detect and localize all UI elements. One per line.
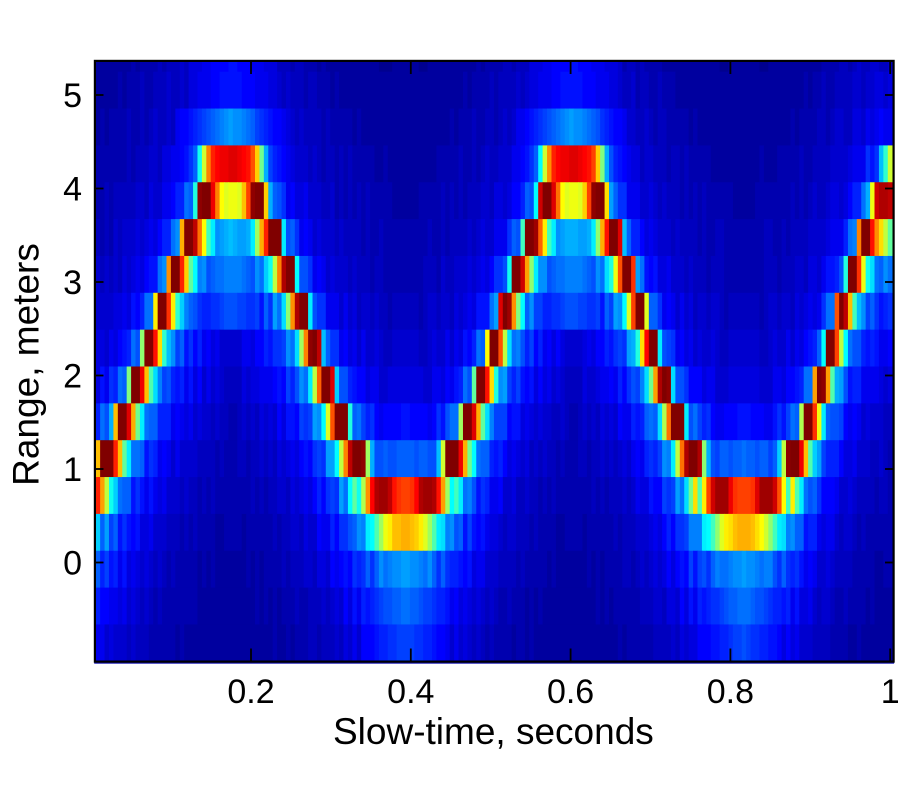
svg-text:1: 1: [63, 451, 82, 489]
svg-text:3: 3: [63, 264, 82, 302]
svg-text:Slow-time, seconds: Slow-time, seconds: [333, 711, 654, 752]
svg-text:0.4: 0.4: [387, 673, 434, 711]
svg-text:0.6: 0.6: [547, 673, 594, 711]
svg-text:4: 4: [63, 171, 82, 209]
svg-text:Range, meters: Range, meters: [6, 243, 47, 486]
svg-text:1: 1: [881, 673, 900, 711]
svg-text:0.2: 0.2: [227, 673, 274, 711]
svg-text:5: 5: [63, 77, 82, 115]
svg-text:2: 2: [63, 358, 82, 396]
svg-text:0.8: 0.8: [707, 673, 754, 711]
svg-text:0: 0: [63, 545, 82, 583]
